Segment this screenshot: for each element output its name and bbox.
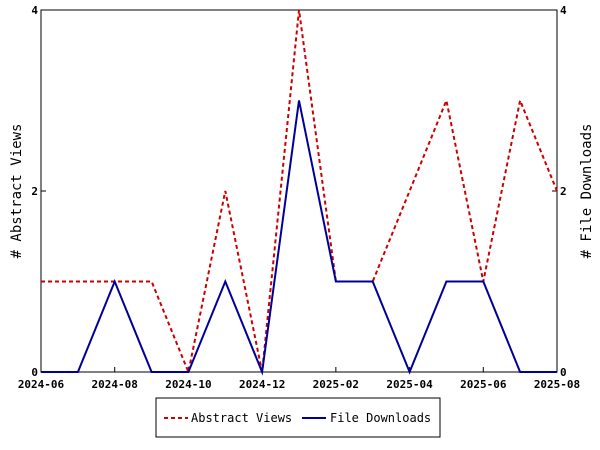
y-tick-label: 0 — [31, 366, 38, 379]
y2-axis-title: # File Downloads — [579, 124, 595, 259]
legend: Abstract Views File Downloads — [155, 397, 441, 438]
y-axis-title: # Abstract Views — [9, 124, 25, 259]
series-line-abstract-views — [41, 9, 558, 376]
x-tick-label: 2024-08 — [92, 378, 138, 391]
series-line-file-downloads — [41, 100, 557, 376]
y2-axis-ticks: 0 2 4 — [552, 4, 567, 379]
legend-box — [155, 397, 441, 438]
x-tick-label: 2025-08 — [534, 378, 580, 391]
y-tick-label: 2 — [31, 185, 38, 198]
legend-label-file-downloads: File Downloads — [330, 411, 431, 425]
plot-frame — [40, 9, 558, 373]
x-tick-label: 2025-04 — [386, 378, 433, 391]
x-axis-ticks: 2024-06 2024-08 2024-10 2024-12 2025-02 2025-… — [18, 367, 580, 391]
x-tick-label: 2024-12 — [239, 378, 285, 391]
x-tick-label: 2024-10 — [165, 378, 211, 391]
legend-label-abstract-views: Abstract Views — [191, 411, 292, 425]
y2-tick-label: 0 — [560, 366, 567, 379]
y-tick-label: 4 — [31, 4, 38, 17]
y2-tick-label: 2 — [560, 185, 567, 198]
plot-area — [40, 9, 558, 373]
series-layer — [41, 9, 558, 376]
y-axis-ticks: 0 2 4 — [31, 4, 46, 379]
x-tick-label: 2025-06 — [460, 378, 507, 391]
x-tick-label: 2025-02 — [313, 378, 359, 391]
y2-tick-label: 4 — [560, 4, 567, 17]
x-tick-label: 2024-06 — [18, 378, 65, 391]
